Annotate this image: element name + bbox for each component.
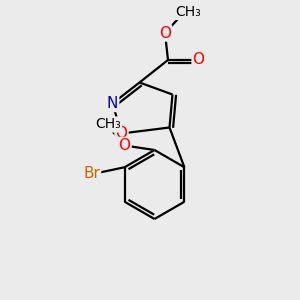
- Text: Br: Br: [83, 166, 100, 181]
- Text: O: O: [159, 26, 171, 40]
- Text: O: O: [118, 138, 130, 153]
- Text: CH₃: CH₃: [176, 5, 201, 19]
- Text: O: O: [193, 52, 205, 68]
- Text: N: N: [107, 96, 118, 111]
- Text: O: O: [116, 126, 128, 141]
- Text: CH₃: CH₃: [95, 118, 121, 131]
